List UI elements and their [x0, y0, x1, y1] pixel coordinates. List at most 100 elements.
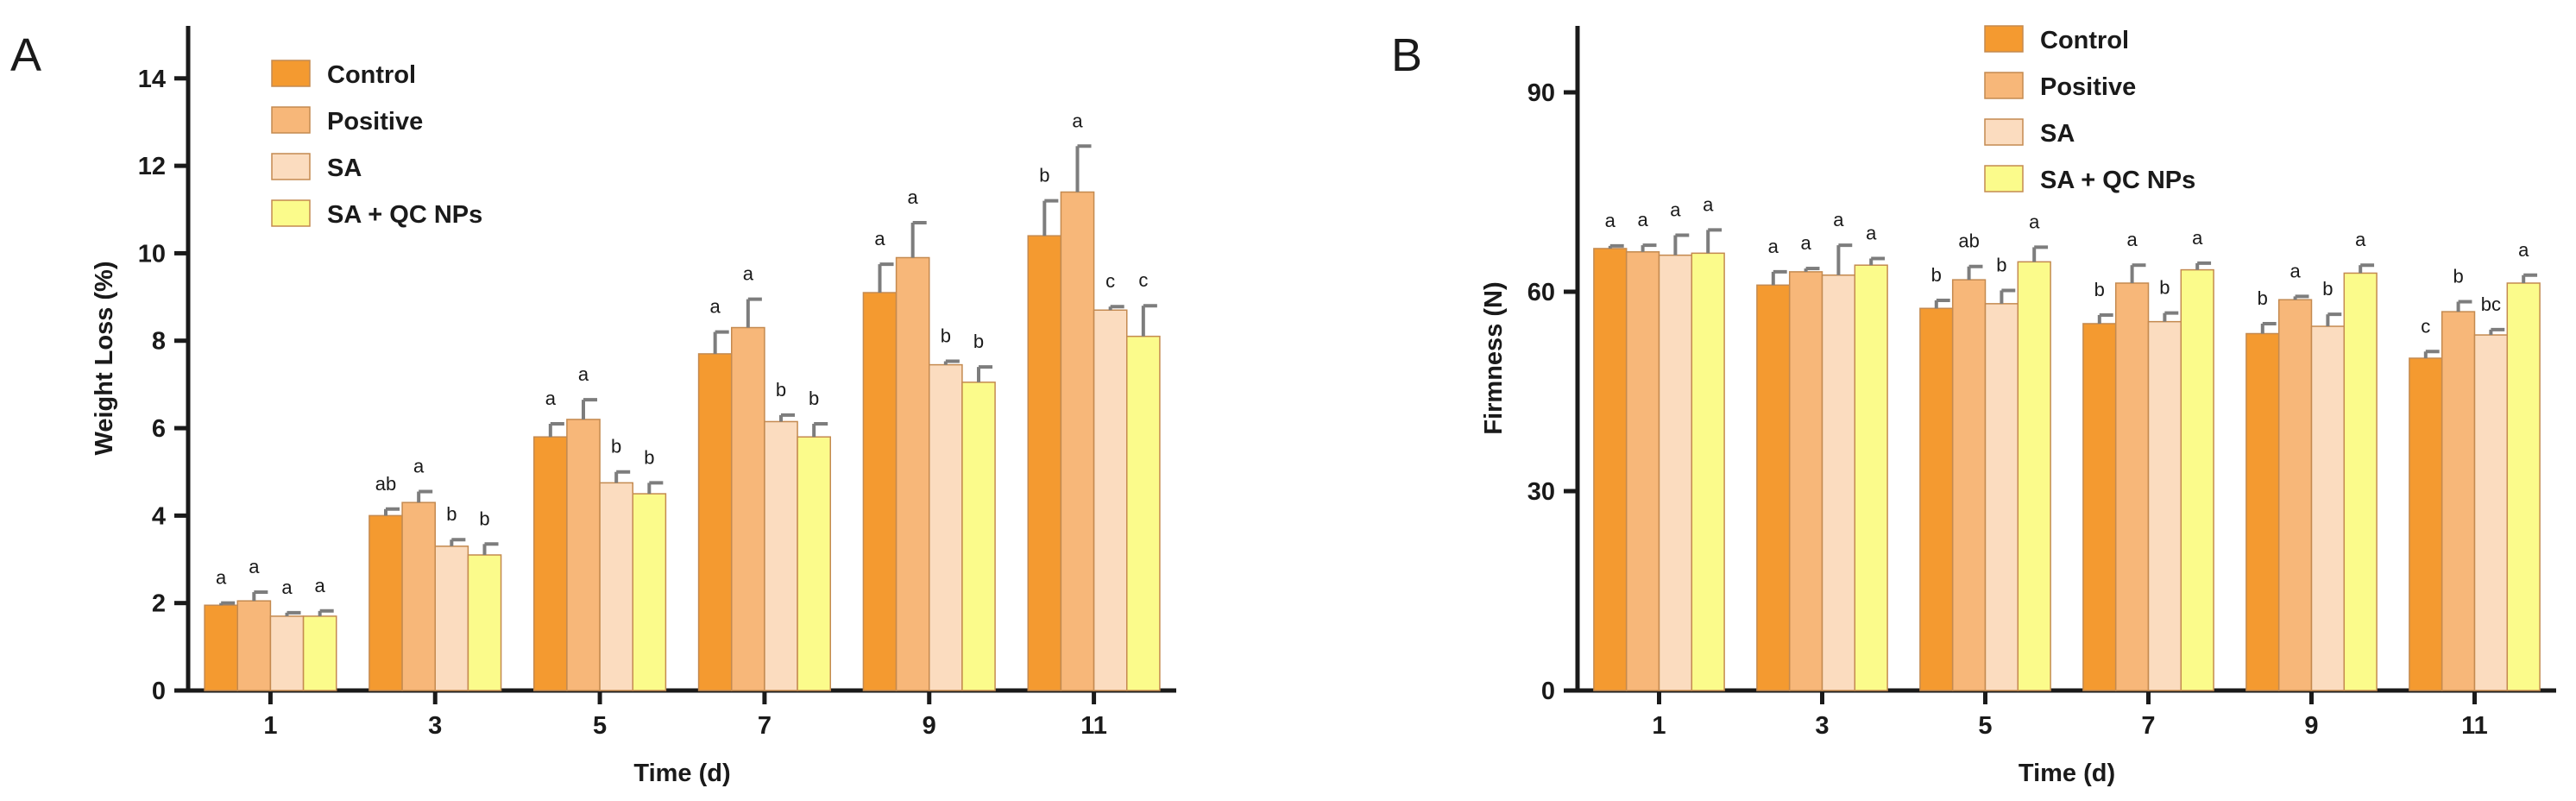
x-tick-label: 9: [923, 712, 936, 740]
bar-sa: [764, 420, 798, 691]
legend-label: Control: [2040, 27, 2129, 54]
significance-letter: b: [2159, 277, 2170, 299]
significance-letter: b: [644, 446, 654, 468]
significance-letter: a: [2126, 229, 2138, 250]
legend-label: Positive: [2040, 73, 2136, 101]
bar-control: [697, 353, 733, 691]
significance-letter: b: [1039, 165, 1049, 186]
significance-letter: c: [1138, 269, 1148, 291]
legend-label: SA: [327, 155, 362, 182]
significance-letter: b: [446, 503, 457, 525]
x-tick-label: 11: [1080, 712, 1107, 740]
significance-letter: a: [249, 556, 260, 577]
bar-control: [533, 436, 568, 691]
significance-letter: a: [743, 263, 754, 285]
legend-swatch: [1984, 72, 2024, 99]
significance-letter: ab: [375, 473, 396, 495]
y-tick-label: 0: [152, 678, 166, 705]
bar-control: [204, 604, 238, 691]
significance-letter: b: [611, 436, 621, 457]
significance-letter: a: [578, 363, 589, 385]
significance-letter: a: [1637, 209, 1648, 230]
bar-positive: [2277, 299, 2313, 691]
y-tick-label: 4: [152, 502, 166, 530]
legend-label: SA + QC NPs: [327, 201, 482, 229]
bar-sa: [1821, 274, 1856, 691]
x-tick-label: 11: [2461, 712, 2488, 740]
bar-sa-qc-nps: [2343, 272, 2378, 691]
significance-letter: b: [479, 508, 489, 529]
significance-letter: b: [941, 325, 951, 347]
significance-letter: a: [2192, 227, 2203, 249]
y-tick-label: 12: [138, 153, 166, 180]
bar-positive: [566, 419, 601, 691]
panel-label: B: [1391, 29, 1422, 81]
significance-letter: a: [1866, 223, 1877, 244]
x-tick-label: 9: [2304, 712, 2318, 740]
legend-swatch: [1984, 25, 2024, 53]
y-tick-label: 10: [138, 240, 166, 268]
bar-sa: [2147, 320, 2182, 691]
significance-letter: b: [2258, 287, 2268, 309]
bar-sa-qc-nps: [961, 382, 996, 691]
bar-sa-qc-nps: [2506, 282, 2541, 691]
bar-sa-qc-nps: [1854, 264, 1888, 691]
bar-positive: [1788, 271, 1823, 691]
bar-control: [1593, 248, 1628, 691]
significance-letter: c: [2421, 315, 2430, 337]
y-tick-label: 0: [1541, 678, 1555, 705]
significance-letter: a: [216, 567, 227, 589]
bar-sa-qc-nps: [797, 436, 831, 691]
significance-letter: a: [1670, 199, 1681, 221]
legend-label: SA + QC NPs: [2040, 167, 2195, 194]
bar-sa: [929, 363, 963, 691]
bar-positive: [2114, 282, 2150, 691]
y-tick-label: 2: [152, 590, 166, 618]
significance-letter: b: [1931, 264, 1942, 286]
significance-letter: a: [2289, 260, 2301, 281]
bar-sa-qc-nps: [1691, 252, 1725, 691]
x-tick-label: 1: [263, 712, 277, 740]
legend-swatch: [271, 199, 311, 227]
bar-control: [1919, 307, 1954, 691]
bar-sa: [434, 546, 469, 691]
bar-control: [862, 292, 898, 691]
panel-label: A: [10, 29, 41, 81]
bar-sa: [1984, 303, 2019, 691]
significance-letter: a: [281, 577, 293, 598]
y-tick-label: 14: [138, 66, 166, 93]
x-tick-label: 5: [1978, 712, 1992, 740]
bar-control: [1027, 235, 1062, 691]
significance-letter: a: [545, 388, 557, 409]
bar-control: [2082, 323, 2117, 691]
legend-label: Control: [327, 61, 416, 89]
bar-control: [1756, 284, 1791, 691]
bar-sa: [1658, 254, 1693, 691]
significance-letter: a: [413, 456, 425, 477]
y-tick-label: 60: [1527, 279, 1555, 306]
bar-sa-qc-nps: [1126, 335, 1161, 691]
bar-positive: [1951, 279, 1987, 691]
significance-letter: a: [2355, 229, 2366, 250]
y-axis-label: Weight Loss (%): [91, 261, 118, 455]
bar-sa-qc-nps: [467, 554, 502, 691]
significance-letter: a: [315, 575, 326, 596]
significance-letter: b: [2453, 266, 2463, 287]
significance-letter: a: [1768, 236, 1779, 257]
x-axis-label: Time (d): [2019, 760, 2115, 787]
significance-letter: a: [710, 296, 721, 318]
x-tick-label: 3: [1815, 712, 1829, 740]
legend-swatch: [271, 153, 311, 180]
bar-sa: [599, 482, 633, 691]
bar-sa: [2310, 325, 2346, 691]
significance-letter: b: [2094, 279, 2105, 300]
x-tick-label: 7: [758, 712, 772, 740]
bar-sa: [2473, 334, 2509, 691]
bar-control: [2409, 357, 2443, 691]
legend-swatch: [1984, 165, 2024, 192]
legend-swatch: [271, 60, 311, 87]
y-axis-label: Firmness (N): [1480, 281, 1508, 434]
